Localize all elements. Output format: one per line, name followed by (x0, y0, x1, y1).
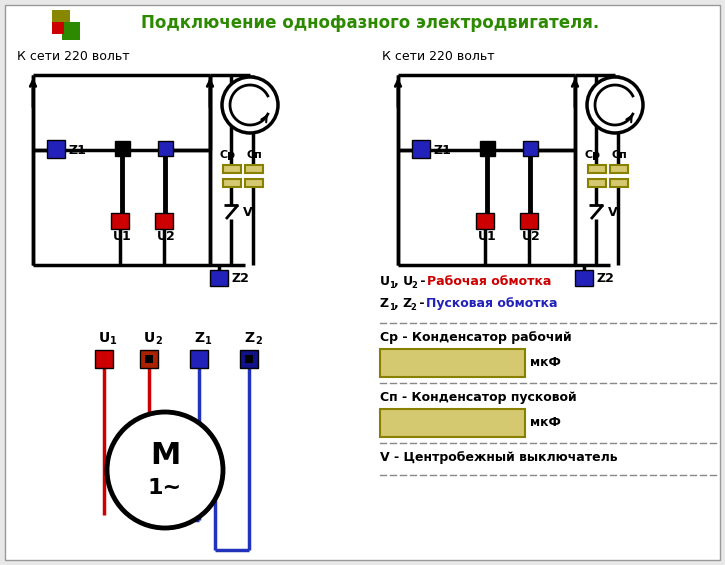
Text: Z1: Z1 (434, 144, 452, 157)
Bar (523, 141, 538, 156)
Bar (380, 349, 525, 377)
Bar (480, 141, 495, 156)
Text: Сп - Конденсатор пусковой: Сп - Конденсатор пусковой (380, 390, 576, 403)
Text: Подключение однофазного электродвигателя.: Подключение однофазного электродвигателя… (141, 14, 599, 32)
Bar (140, 350, 158, 368)
Circle shape (587, 77, 643, 133)
Text: U2: U2 (522, 231, 541, 244)
Bar (588, 165, 606, 173)
Text: V: V (243, 206, 252, 219)
Circle shape (107, 412, 223, 528)
Text: M: M (150, 441, 181, 471)
Bar (245, 165, 263, 173)
Bar (47, 140, 65, 158)
Text: 1: 1 (389, 281, 395, 290)
Text: К сети 220 вольт: К сети 220 вольт (382, 50, 494, 63)
Text: Ср: Ср (585, 150, 601, 160)
Text: V - Центробежный выключатель: V - Центробежный выключатель (380, 450, 618, 463)
Bar (588, 179, 606, 187)
Bar (52, 22, 64, 34)
Text: -: - (415, 297, 429, 310)
Text: U1: U1 (113, 231, 132, 244)
Bar (190, 350, 208, 368)
Bar (520, 213, 538, 229)
Text: мкФ: мкФ (530, 357, 561, 370)
Bar (380, 409, 525, 437)
Text: Сп: Сп (611, 150, 627, 160)
Bar (223, 179, 241, 187)
Text: Z: Z (194, 331, 204, 345)
Text: Сп: Сп (246, 150, 262, 160)
Text: Ср - Конденсатор рабочий: Ср - Конденсатор рабочий (380, 331, 571, 344)
Text: Пусковая обмотка: Пусковая обмотка (426, 297, 558, 310)
Bar (476, 213, 494, 229)
Bar (610, 179, 628, 187)
Text: 2: 2 (255, 336, 262, 346)
Bar (610, 165, 628, 173)
Text: , Z: , Z (394, 297, 413, 310)
Text: Z: Z (380, 297, 389, 310)
Bar (240, 350, 258, 368)
Text: U2: U2 (157, 231, 175, 244)
Bar (245, 179, 263, 187)
Text: V: V (608, 206, 618, 219)
Text: 1~: 1~ (148, 478, 182, 498)
Text: -: - (416, 275, 430, 288)
Bar (111, 213, 129, 229)
Bar (145, 355, 153, 363)
Text: 2: 2 (410, 303, 416, 312)
Text: Z2: Z2 (597, 272, 615, 285)
Text: 1: 1 (205, 336, 212, 346)
Text: К сети 220 вольт: К сети 220 вольт (17, 50, 130, 63)
Text: Z: Z (244, 331, 254, 345)
Text: Рабочая обмотка: Рабочая обмотка (427, 275, 552, 288)
Bar (155, 213, 173, 229)
Bar (210, 270, 228, 286)
Text: U: U (99, 331, 109, 345)
Circle shape (222, 77, 278, 133)
Bar (62, 22, 80, 40)
Bar (575, 270, 593, 286)
Text: U1: U1 (478, 231, 497, 244)
Text: 2: 2 (411, 281, 417, 290)
Text: 1: 1 (389, 303, 395, 312)
Text: Z1: Z1 (69, 144, 87, 157)
Bar (115, 141, 130, 156)
Text: мкФ: мкФ (530, 416, 561, 429)
Bar (52, 10, 70, 28)
Text: U: U (144, 331, 154, 345)
Text: , U: , U (394, 275, 413, 288)
Text: 2: 2 (155, 336, 162, 346)
Bar (158, 141, 173, 156)
Text: U: U (380, 275, 390, 288)
Text: Ср: Ср (220, 150, 236, 160)
Bar (223, 165, 241, 173)
Bar (412, 140, 430, 158)
Text: 1: 1 (110, 336, 117, 346)
Text: Z2: Z2 (232, 272, 250, 285)
Bar (95, 350, 113, 368)
Bar (245, 355, 253, 363)
